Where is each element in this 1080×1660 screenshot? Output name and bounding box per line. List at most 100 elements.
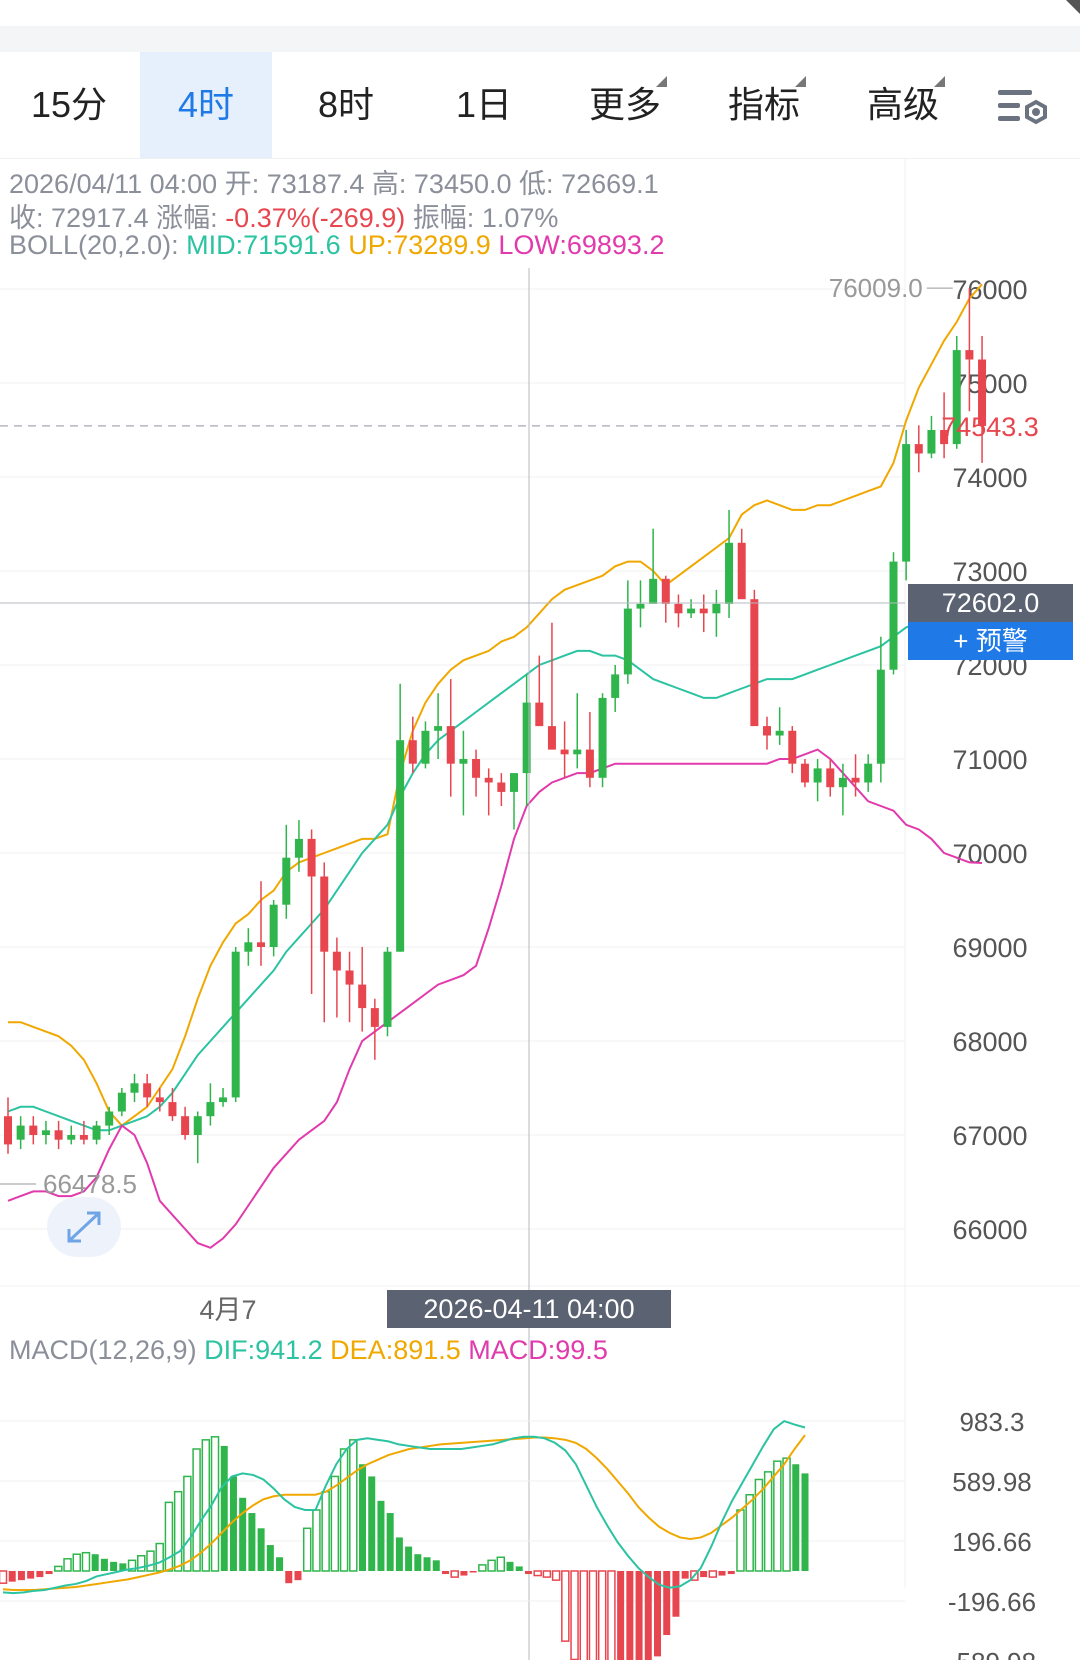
candle-body: [497, 782, 506, 792]
macd-bar: [36, 1570, 44, 1578]
macd-bar: [718, 1570, 726, 1576]
candle-body: [206, 1102, 215, 1117]
high-label: 高:: [371, 169, 407, 199]
candle-body: [978, 359, 987, 426]
macd-bar: [321, 1490, 330, 1572]
candle-body: [598, 697, 607, 778]
candle-body: [421, 730, 430, 764]
min-price-label: 66478.5: [43, 1169, 137, 1199]
x-tick-label: 4月7: [199, 1295, 256, 1325]
macd-bar: [414, 1554, 422, 1571]
macd-bar: [330, 1475, 340, 1572]
macd-line: MACD(12,26,9) DIF:941.2 DEA:891.5 MACD:9…: [9, 1335, 608, 1366]
macd-bar: [137, 1554, 146, 1572]
change-value: -0.37%(-269.9): [225, 203, 406, 233]
macd-dea: DEA:891.5: [330, 1335, 461, 1365]
candle-body: [864, 763, 873, 783]
candle-body: [611, 674, 620, 698]
change-label: 涨幅:: [156, 203, 218, 233]
macd-dif: DIF:941.2: [204, 1335, 323, 1365]
tab-5[interactable]: 更多: [555, 52, 695, 158]
macd-bar: [754, 1478, 764, 1572]
macd-bar: [782, 1457, 791, 1572]
tab-label: 指标: [728, 76, 806, 125]
macd-y-tick-label: 983.3: [959, 1407, 1024, 1437]
macd-bar: [294, 1570, 302, 1581]
candle-body: [434, 726, 443, 731]
macd-bar: [173, 1490, 183, 1572]
boll-lower-line: [7, 748, 983, 1249]
kline-chart[interactable]: 7600075000740007300072000710007000069000…: [0, 158, 1080, 1660]
macd-bar: [423, 1557, 431, 1571]
macd-bar: [266, 1545, 274, 1571]
macd-bar: [285, 1570, 293, 1584]
macd-bar: [63, 1558, 72, 1572]
y-tick-label: 73000: [952, 557, 1027, 587]
candle-body: [105, 1111, 114, 1126]
tab-7[interactable]: 高级: [833, 52, 973, 158]
macd-bar: [146, 1550, 155, 1572]
macd-bar: [377, 1500, 385, 1571]
macd-bar: [708, 1570, 718, 1578]
zoom-toggle-button[interactable]: [47, 1197, 121, 1257]
tab-label: 4时: [177, 84, 235, 125]
tab-1[interactable]: 15分: [10, 52, 128, 158]
y-tick-label: 71000: [952, 745, 1027, 775]
candle-body: [535, 702, 544, 727]
candle-body: [16, 1125, 25, 1140]
macd-bar: [663, 1570, 671, 1636]
macd-y-tick-label: 589.98: [952, 1467, 1032, 1497]
tab-label: 高级: [867, 76, 945, 125]
candle-body: [282, 857, 291, 905]
candle-body: [472, 759, 481, 778]
candle-body: [130, 1083, 139, 1093]
candle-body: [358, 984, 367, 1009]
high-value: 73450.0: [413, 169, 512, 199]
macd-bar: [45, 1570, 53, 1575]
candle-body: [699, 608, 708, 614]
close-value: 72917.4: [51, 203, 149, 233]
macd-bar: [515, 1566, 523, 1571]
macd-bar: [127, 1559, 137, 1572]
low-value: 72669.1: [561, 169, 659, 199]
candle-body: [345, 970, 354, 985]
macd-bar: [119, 1563, 127, 1571]
y-tick-label: 76000: [952, 275, 1027, 305]
candle-body: [889, 561, 898, 670]
candle-body: [459, 759, 468, 764]
macd-bar: [395, 1537, 403, 1571]
y-tick-label: 66000: [952, 1215, 1027, 1245]
tab-6[interactable]: 指标: [694, 52, 834, 158]
candle-body: [307, 838, 316, 877]
macd-dea-line: [2, 1434, 806, 1592]
macd-bar: [0, 1570, 8, 1584]
candle-body: [4, 1116, 12, 1145]
tab-label: 更多: [589, 76, 667, 125]
macd-bar: [542, 1570, 552, 1578]
tab-2[interactable]: 4时: [140, 52, 272, 158]
macd-bar: [681, 1570, 689, 1579]
low-label: 低:: [519, 169, 554, 199]
chart-settings-icon[interactable]: [998, 86, 1050, 130]
y-tick-label: 75000: [952, 369, 1027, 399]
candle-body: [763, 726, 771, 736]
tab-4[interactable]: 1日: [418, 52, 550, 158]
candle-body: [573, 749, 582, 755]
macd-label: MACD(12,26,9): [9, 1335, 197, 1365]
add-alert-button[interactable]: + 预警: [908, 622, 1073, 660]
macd-bar: [626, 1570, 634, 1660]
candle-body: [826, 768, 835, 788]
candle-body: [370, 1008, 379, 1027]
candle-body: [320, 876, 329, 952]
dropdown-arrow-icon: [795, 76, 806, 87]
macd-bar: [460, 1570, 468, 1576]
macd-bar: [644, 1570, 652, 1660]
macd-bar: [588, 1570, 598, 1660]
macd-bar: [570, 1570, 579, 1660]
candle-body: [231, 951, 240, 1098]
boll-mid: MID:71591.6: [186, 230, 341, 260]
macd-bar: [700, 1570, 708, 1578]
macd-bar: [405, 1546, 413, 1571]
candle-body: [41, 1130, 50, 1135]
tab-3[interactable]: 8时: [280, 52, 412, 158]
